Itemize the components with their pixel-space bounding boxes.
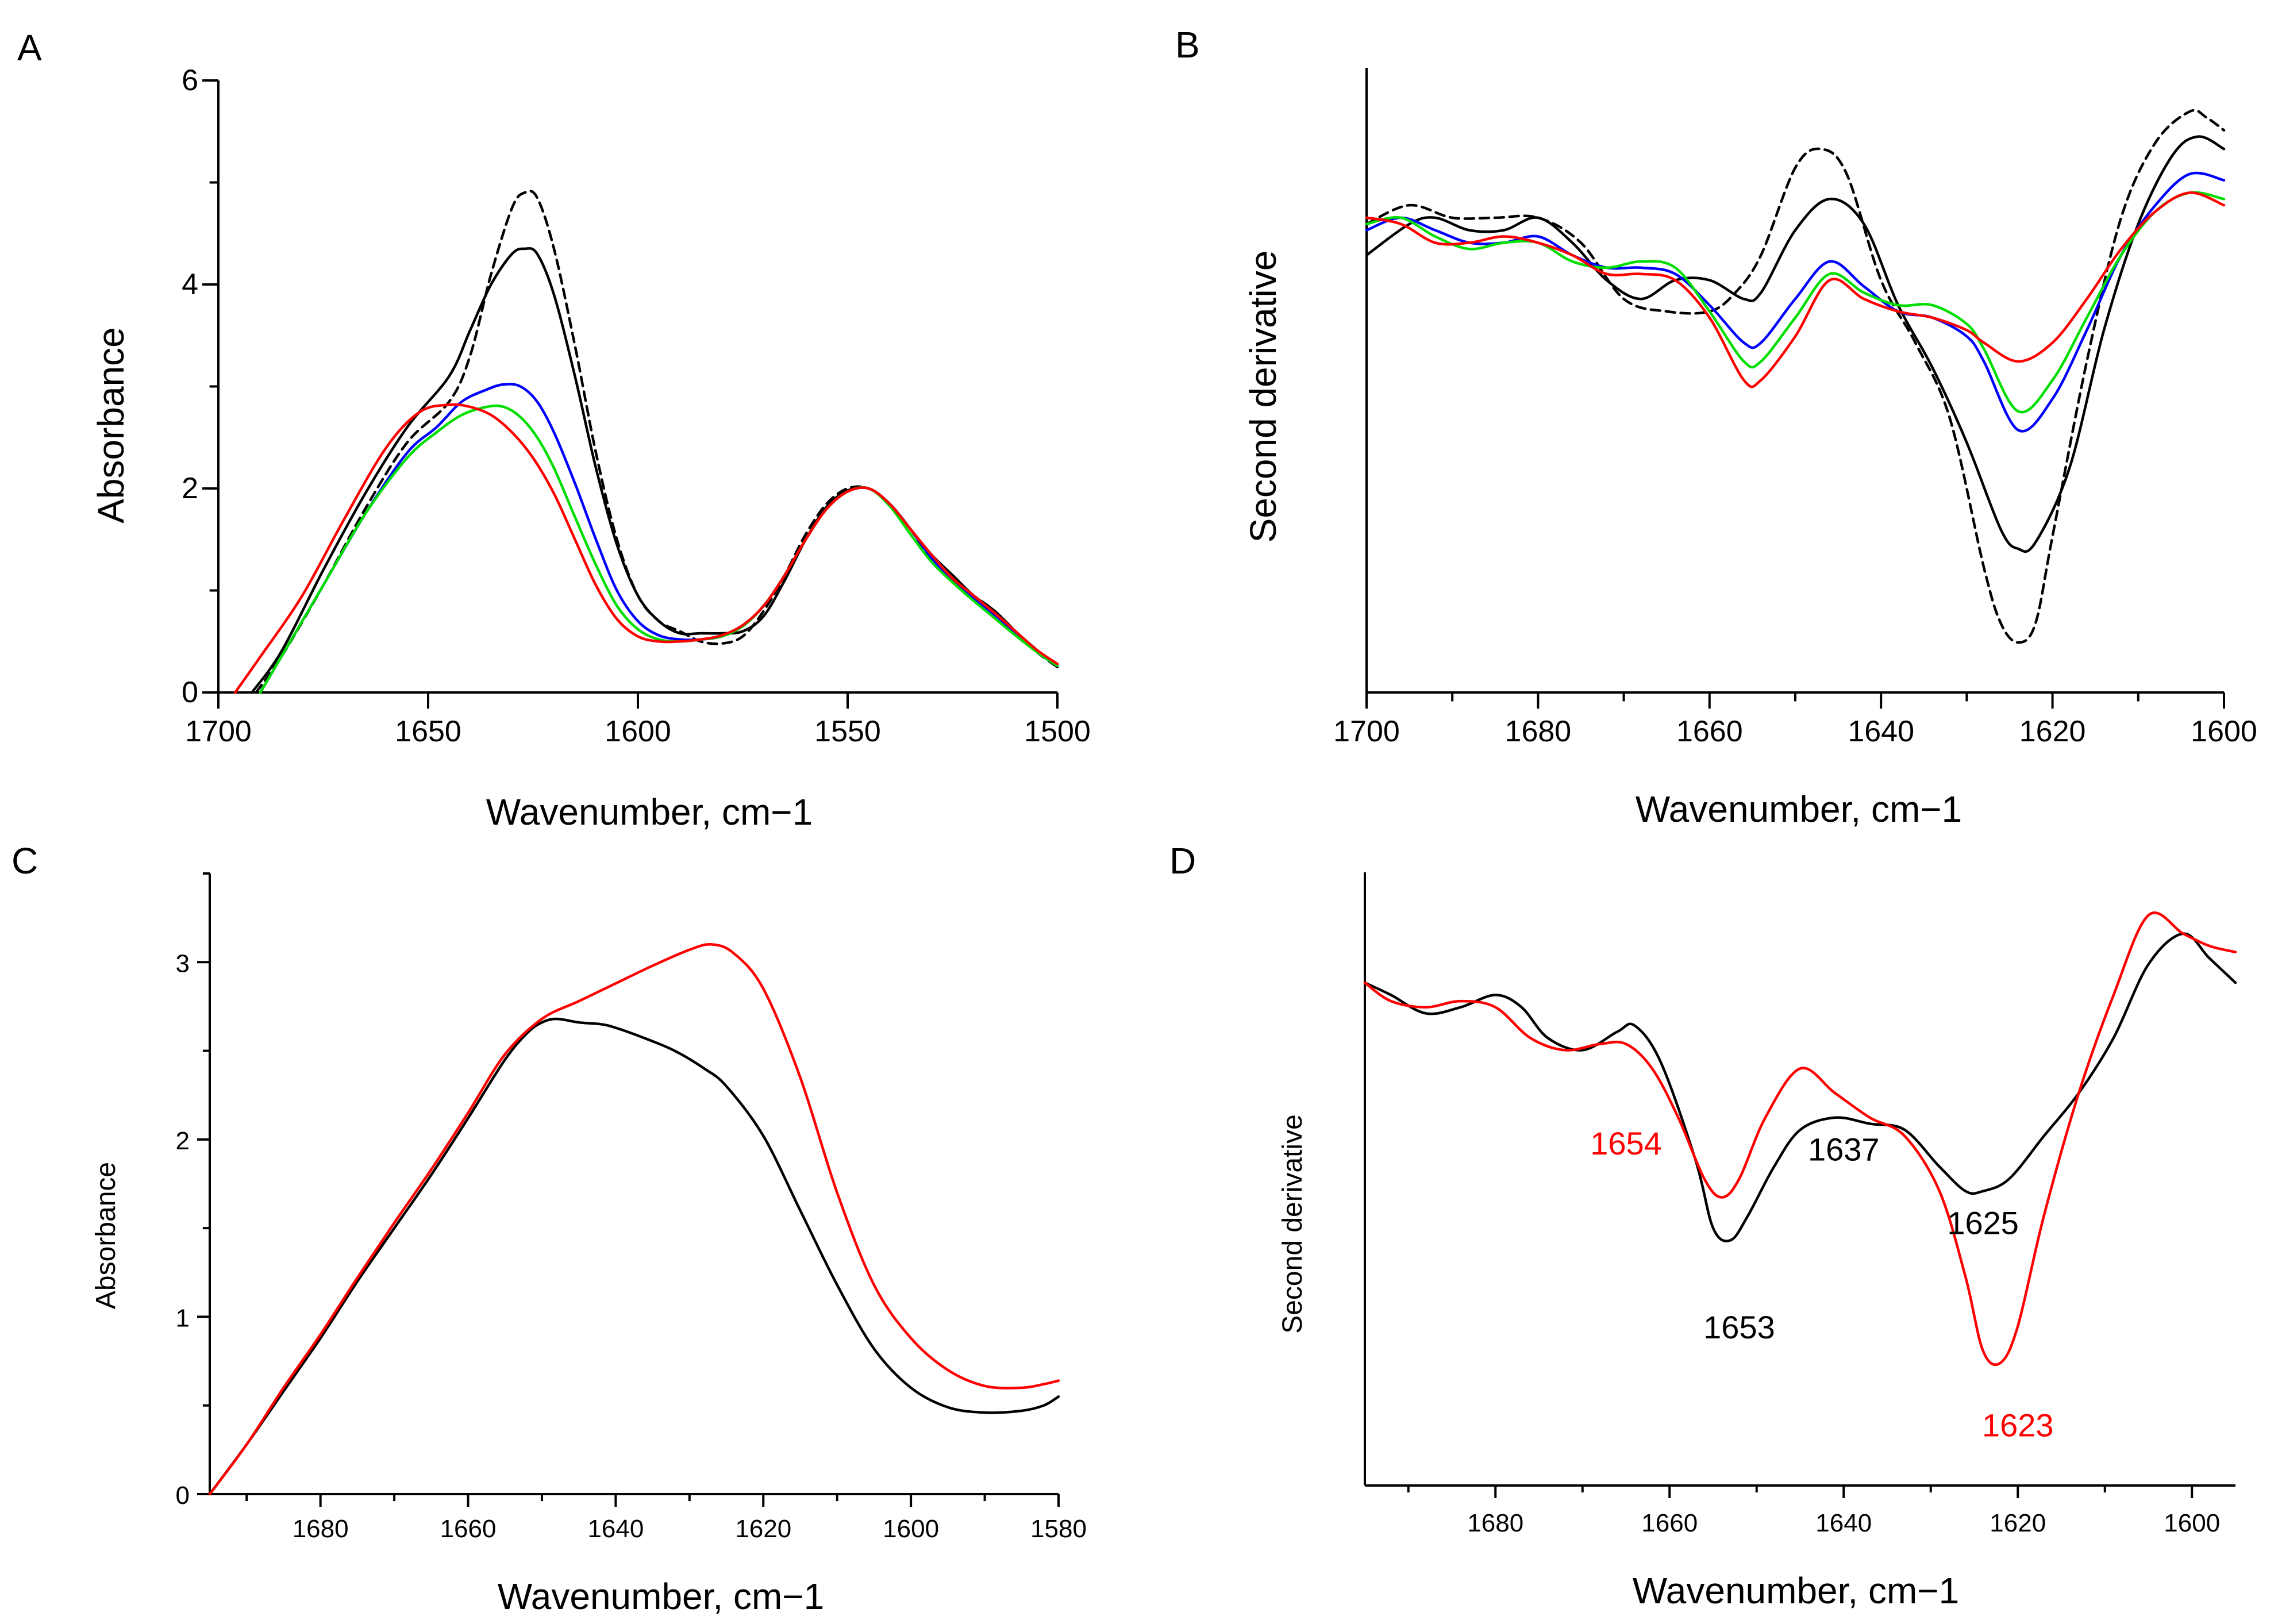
panel-a-series	[233, 190, 1059, 694]
x-tick-label: 1660	[440, 1515, 497, 1543]
panel-d-annotations: 1654 1637 1625 1653 1623	[1590, 1125, 2053, 1444]
x-tick-label: 1640	[1848, 715, 1914, 748]
x-tick-label: 1680	[293, 1515, 349, 1543]
x-tick-label: 1580	[1030, 1515, 1087, 1543]
x-tick-label: 1660	[1641, 1509, 1698, 1537]
panel-a-letter: A	[17, 27, 42, 68]
peak-label: 1623	[1982, 1407, 2054, 1444]
x-tick-label: 1600	[883, 1515, 939, 1543]
y-tick-label: 3	[176, 949, 190, 978]
panel-a: A 1700 1650 1600 1550 1500 0 2 4 6 Wavenumber, c…	[17, 27, 1091, 833]
peak-label: 1654	[1590, 1125, 1662, 1161]
series-line-red	[1363, 911, 2237, 1367]
y-tick-label: 2	[176, 1127, 190, 1155]
panel-c-xlabel: Wavenumber, cm−1	[498, 1576, 825, 1617]
series-line-red	[1365, 191, 2226, 388]
x-tick-label: 1620	[735, 1515, 791, 1543]
panel-d-ylabel: Second derivative	[1277, 1114, 1308, 1334]
peak-label: 1625	[1947, 1205, 2019, 1241]
x-tick-label: 1600	[2164, 1509, 2220, 1537]
panel-c-ticks: 1680 1660 1640 1620 1600 1580 0 1 2 3	[176, 872, 1087, 1543]
x-tick-label: 1680	[1467, 1509, 1523, 1537]
series-line-blue	[1365, 171, 2226, 433]
y-tick-label: 4	[182, 268, 198, 301]
panel-b-ticks: 1700 1680 1660 1640 1620 1600	[1333, 692, 2257, 748]
series-line-red	[233, 403, 1059, 694]
panel-a-ylabel: Absorbance	[90, 327, 132, 524]
series-line-blue	[259, 383, 1059, 694]
y-tick-label: 1	[176, 1304, 190, 1332]
x-tick-label: 1640	[1815, 1509, 1872, 1537]
peak-label: 1637	[1808, 1131, 1880, 1167]
y-tick-label: 0	[182, 676, 198, 709]
panel-c-ylabel: Absorbance	[91, 1162, 121, 1309]
x-tick-label: 1550	[814, 715, 881, 748]
panel-a-ticks: 1700 1650 1600 1550 1500 0 2 4 6	[182, 64, 1091, 748]
x-tick-label: 1640	[587, 1515, 644, 1543]
panel-d-ticks: 1680 1660 1640 1620 1600	[1407, 1486, 2220, 1537]
series-line-dashed-black	[255, 190, 1059, 694]
peak-label: 1653	[1703, 1309, 1775, 1345]
series-line-black	[1363, 932, 2237, 1242]
series-line-green	[1365, 191, 2226, 414]
y-tick-label: 0	[176, 1481, 190, 1510]
panel-d-xlabel: Wavenumber, cm−1	[1633, 1570, 1960, 1611]
x-tick-label: 1700	[185, 715, 252, 748]
panel-c-axes	[209, 873, 1059, 1495]
series-line-black	[208, 1017, 1060, 1496]
series-line-black	[1365, 135, 2226, 553]
x-tick-label: 1700	[1333, 715, 1400, 748]
panel-c: C 1680 1660 1640 1620 1600 1580 0 1 2 3 Wavenumbe…	[11, 840, 1087, 1617]
panel-b-ylabel: Second derivative	[1242, 251, 1284, 543]
x-tick-label: 1620	[2019, 715, 2086, 748]
panel-d-axes	[1364, 872, 2235, 1487]
panel-b-series	[1365, 109, 2226, 644]
panel-c-series	[208, 943, 1060, 1496]
x-tick-label: 1600	[2191, 715, 2257, 748]
panel-b-letter: B	[1175, 24, 1200, 66]
panel-c-letter: C	[11, 840, 38, 882]
x-tick-label: 1660	[1676, 715, 1743, 748]
panel-b: B 1700 1680 1660 1640 1620 1600 Wavenumber, c…	[1175, 24, 2257, 830]
panel-d-letter: D	[1169, 840, 1196, 882]
x-tick-label: 1650	[395, 715, 461, 748]
panel-a-xlabel: Wavenumber, cm−1	[486, 791, 813, 833]
panel-a-axes	[217, 80, 1057, 694]
x-tick-label: 1600	[605, 715, 671, 748]
x-tick-label: 1500	[1024, 715, 1091, 748]
x-tick-label: 1620	[1990, 1509, 2046, 1537]
panel-b-xlabel: Wavenumber, cm−1	[1636, 788, 1963, 830]
series-line-dashed-black	[1365, 109, 2226, 644]
series-line-green	[259, 404, 1059, 694]
y-tick-label: 6	[182, 64, 198, 97]
series-line-red	[208, 943, 1060, 1496]
y-tick-label: 2	[182, 472, 198, 505]
panel-d-series	[1363, 911, 2237, 1367]
x-tick-label: 1680	[1505, 715, 1572, 748]
panel-b-axes	[1365, 68, 2224, 694]
panel-d: D 1680 1660 1640 1620 1600 1654 1637162516531…	[1169, 840, 2237, 1611]
